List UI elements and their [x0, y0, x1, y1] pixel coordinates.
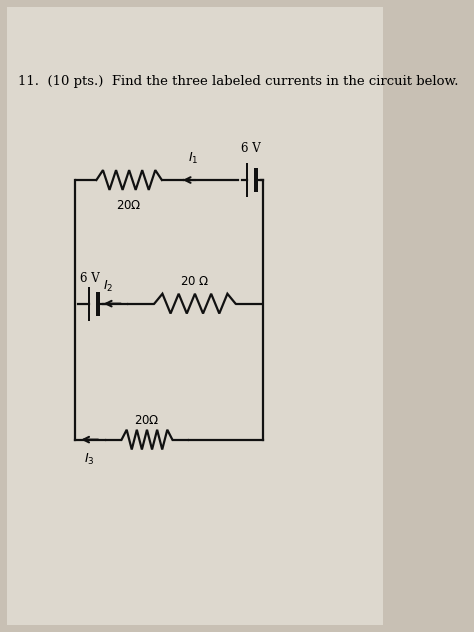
Text: 6 V: 6 V [241, 142, 261, 155]
Text: $20\Omega$: $20\Omega$ [134, 414, 160, 427]
Text: $20\ \Omega$: $20\ \Omega$ [180, 275, 210, 288]
Text: 6 V: 6 V [80, 272, 100, 285]
Text: 11.  (10 pts.)  Find the three labeled currents in the circuit below.: 11. (10 pts.) Find the three labeled cur… [18, 75, 459, 88]
Text: $20\Omega$: $20\Omega$ [116, 198, 142, 212]
Text: $I_2$: $I_2$ [103, 279, 114, 295]
Text: $I_3$: $I_3$ [84, 452, 95, 467]
Text: $I_1$: $I_1$ [188, 151, 198, 166]
